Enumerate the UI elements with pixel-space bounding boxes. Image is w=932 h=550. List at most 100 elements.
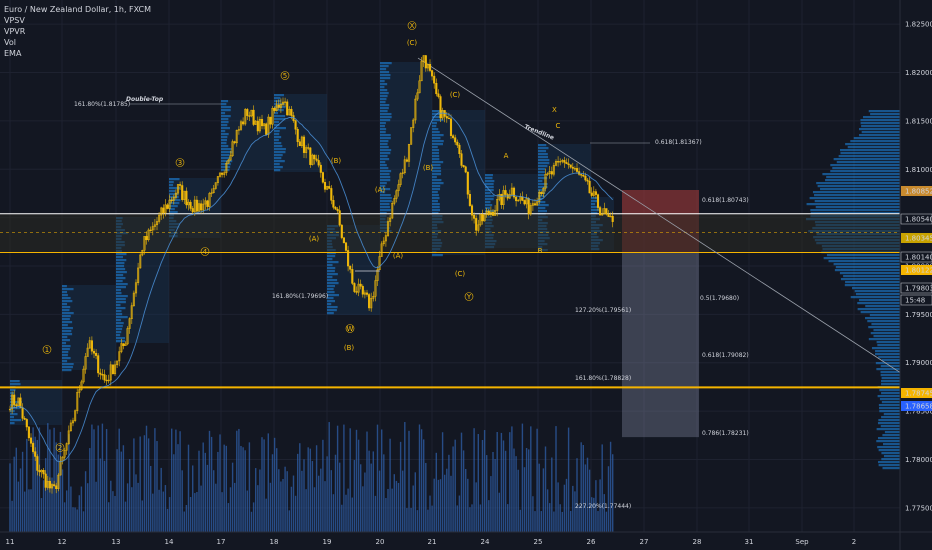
candle-body — [269, 116, 272, 125]
volume-bar — [87, 483, 89, 532]
session-profile-row — [485, 198, 494, 201]
volume-bar — [563, 484, 566, 532]
session-profile-row — [169, 193, 179, 196]
volume-bar — [189, 497, 192, 532]
volume-bar — [303, 459, 305, 532]
volume-bar — [355, 429, 358, 532]
candle-body — [596, 194, 600, 208]
candle-body — [197, 203, 201, 212]
candle-body — [590, 192, 593, 196]
session-profile-row — [62, 351, 69, 354]
volume-bar — [206, 464, 209, 532]
vpvr-row — [863, 116, 900, 119]
volume-bar — [74, 507, 76, 532]
candle-body — [439, 96, 442, 119]
candle-body — [290, 108, 293, 116]
volume-bar — [280, 481, 282, 532]
candle-body — [512, 187, 516, 198]
session-profile-row — [538, 186, 548, 189]
volume-bar — [374, 495, 377, 532]
session-profile-row — [327, 306, 338, 309]
volume-bar — [299, 443, 301, 532]
candle-body — [214, 182, 217, 189]
vpvr-row — [877, 446, 900, 449]
volume-bar — [490, 476, 492, 532]
session-profile-row — [538, 210, 548, 213]
indicator-vpvr[interactable]: VPVR — [4, 27, 26, 36]
candle-body — [19, 397, 22, 408]
candle-body — [370, 298, 373, 309]
candle-body — [256, 120, 259, 132]
annotations: Double-TopTrendlineX12345X(C)(B)(A)(A)(B… — [42, 21, 749, 510]
price-tag-box — [901, 388, 932, 398]
candle-body — [475, 218, 478, 231]
session-profile-row — [380, 146, 389, 149]
volume-bar — [21, 451, 24, 532]
vpvr-row — [850, 140, 900, 143]
vpvr-row — [881, 401, 900, 404]
time-axis[interactable]: 11 12 13 14 17 18 19 20 21 24 25 26 27 28 31 Sep 2 — [0, 531, 932, 546]
symbol-title[interactable]: Euro / New Zealand Dollar, 1h, FXCM — [4, 5, 152, 14]
wave-label: (C) — [407, 39, 418, 47]
candle-body — [221, 172, 224, 175]
vpvr-row — [881, 452, 900, 455]
session-profile-row — [116, 298, 126, 301]
session-profile-row — [221, 133, 229, 136]
indicator-ema[interactable]: EMA — [4, 49, 22, 58]
session-profile-row — [380, 104, 390, 107]
candle-body — [260, 118, 264, 127]
candle-body — [160, 207, 163, 216]
volume-bar — [572, 485, 574, 532]
candle-body — [309, 147, 312, 165]
indicator-vpsv[interactable]: VPSV — [4, 16, 25, 25]
candle-body — [435, 82, 438, 95]
vpvr-row — [878, 419, 900, 422]
volume-bar — [425, 462, 427, 532]
volume-bar — [99, 458, 101, 532]
session-profile-row — [274, 142, 282, 145]
session-profile-row — [432, 179, 442, 182]
session-profile-row — [10, 404, 16, 407]
session-profile-row — [62, 369, 72, 372]
candle-body — [80, 381, 83, 390]
candle-body — [347, 250, 350, 267]
candle-body — [407, 144, 411, 162]
candle-body — [424, 55, 427, 69]
session-profile-row — [327, 294, 339, 297]
session-profile-row — [380, 152, 391, 155]
volume-bar — [366, 431, 368, 532]
session-profile-row — [380, 170, 392, 173]
session-profile-row — [221, 118, 229, 121]
candle-body — [382, 240, 385, 245]
volume-bar — [481, 440, 484, 532]
indicator-vol[interactable]: Vol — [4, 38, 16, 47]
session-profile-row — [62, 357, 71, 360]
candle-body — [426, 64, 429, 69]
session-profile-row — [327, 267, 336, 270]
volume-bar — [555, 426, 557, 532]
candle-body — [302, 136, 306, 153]
vpvr-row — [878, 464, 900, 467]
candle-body — [389, 217, 392, 222]
session-profile-row — [169, 202, 180, 205]
vpvr-row — [854, 290, 900, 293]
candle-body — [298, 141, 301, 147]
price-tag-box — [901, 233, 932, 243]
session-profile-row — [432, 140, 444, 143]
session-profile-row — [169, 205, 178, 208]
volume-bar — [412, 485, 414, 532]
volume-bar — [294, 495, 297, 532]
session-profile-row — [116, 304, 121, 307]
session-profile-row — [432, 212, 439, 215]
session-profile-row — [274, 148, 286, 151]
volume-bar — [454, 439, 456, 532]
session-profile-row — [538, 183, 548, 186]
candle-body — [466, 171, 469, 195]
vpvr-row — [876, 341, 900, 344]
session-profile-row — [380, 68, 387, 71]
volume-bar — [444, 474, 446, 532]
volume-bar — [63, 502, 66, 532]
session-profile-row — [380, 92, 389, 95]
candle-body — [328, 186, 331, 189]
